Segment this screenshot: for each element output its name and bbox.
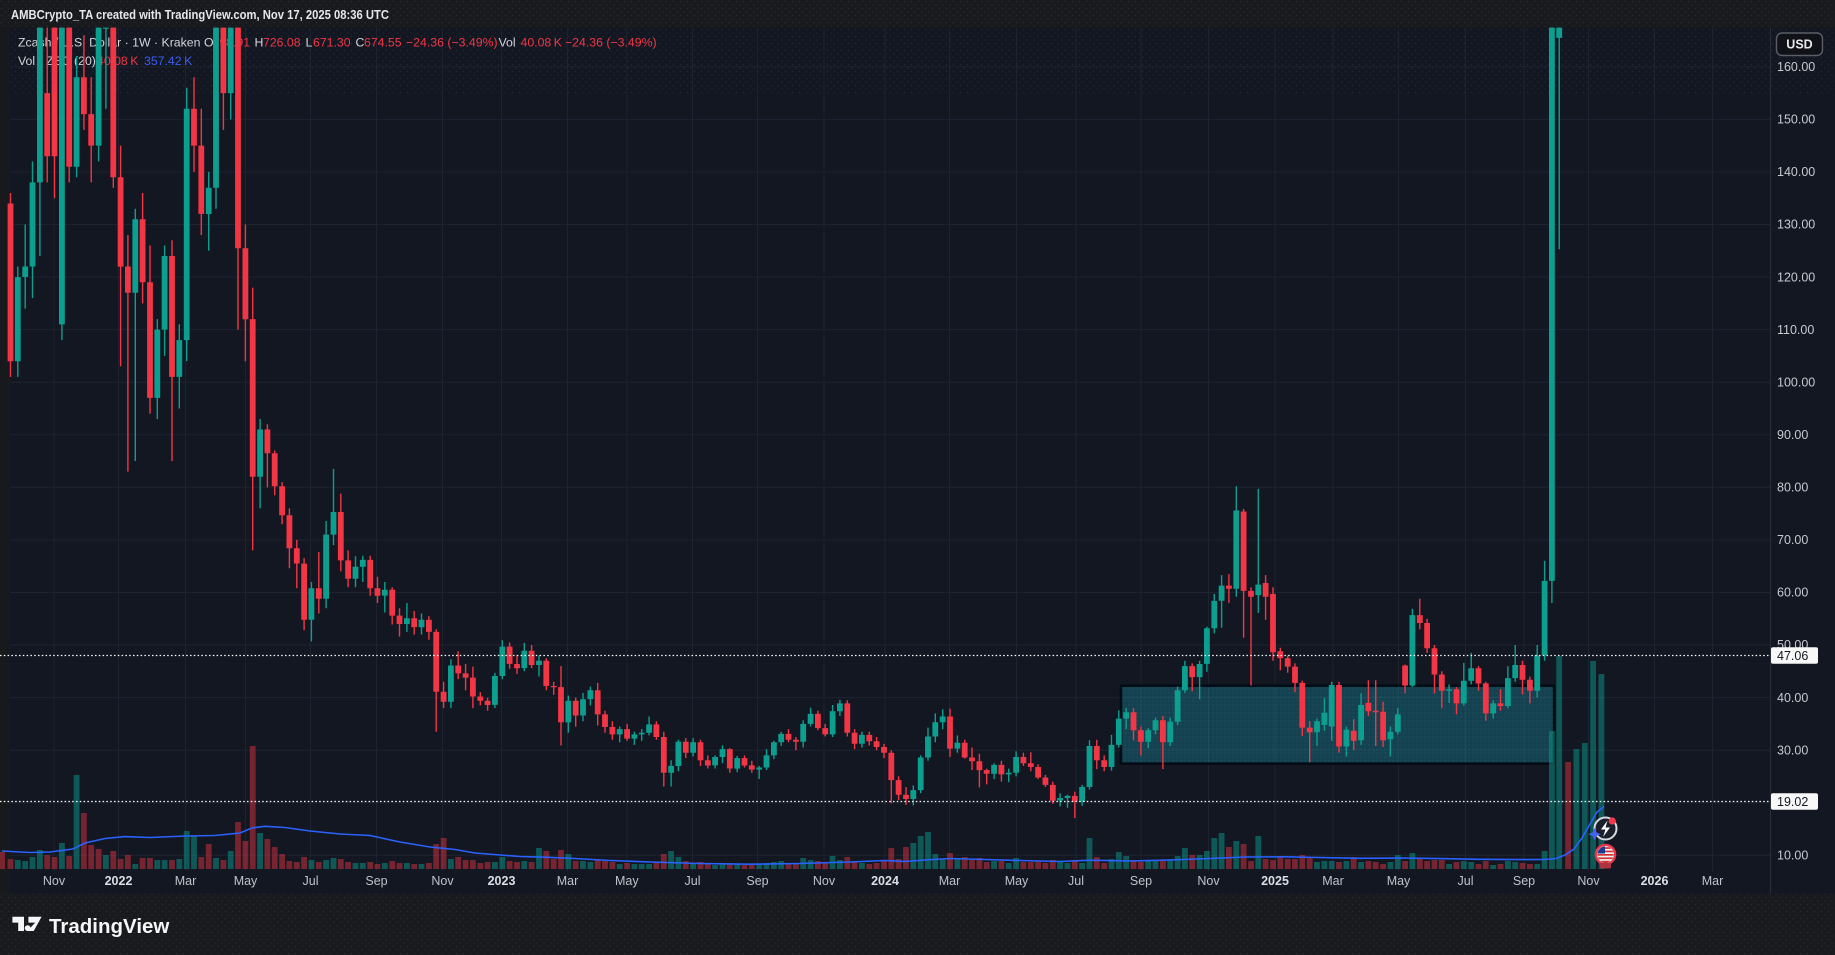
- svg-text:726.08: 726.08: [263, 36, 301, 50]
- svg-text:2024: 2024: [871, 874, 899, 888]
- svg-text:40.08 K: 40.08 K: [521, 36, 563, 50]
- svg-text:Nov: Nov: [1577, 874, 1600, 888]
- svg-text:40.08 K: 40.08 K: [97, 54, 139, 68]
- svg-text:Zcash / U.S. Dollar · 1W · Kra: Zcash / U.S. Dollar · 1W · Kraken: [18, 36, 201, 50]
- svg-text:Nov: Nov: [43, 874, 66, 888]
- svg-text:110.00: 110.00: [1777, 323, 1814, 337]
- svg-text:2025: 2025: [1261, 874, 1289, 888]
- svg-text:2026: 2026: [1641, 874, 1669, 888]
- svg-text:2023: 2023: [488, 874, 516, 888]
- svg-text:−24.36 (−3.49%): −24.36 (−3.49%): [406, 36, 498, 50]
- svg-text:Jul: Jul: [1458, 874, 1474, 888]
- svg-text:2022: 2022: [105, 874, 133, 888]
- svg-text:Mar: Mar: [939, 874, 961, 888]
- svg-text:150.00: 150.00: [1777, 113, 1815, 127]
- svg-text:Sep: Sep: [1130, 874, 1152, 888]
- svg-text:130.00: 130.00: [1777, 218, 1815, 232]
- svg-text:140.00: 140.00: [1777, 165, 1815, 179]
- svg-text:60.00: 60.00: [1777, 586, 1808, 600]
- svg-text:Mar: Mar: [557, 874, 579, 888]
- svg-text:AMBCrypto_TA created with Trad: AMBCrypto_TA created with TradingView.co…: [11, 7, 390, 22]
- svg-text:Sep: Sep: [746, 874, 768, 888]
- svg-text:USD: USD: [1786, 38, 1812, 52]
- svg-text:47.06: 47.06: [1777, 649, 1808, 663]
- svg-text:Vol: Vol: [499, 36, 516, 50]
- svg-text:Sep: Sep: [365, 874, 387, 888]
- svg-text:357.42 K: 357.42 K: [144, 54, 193, 68]
- svg-text:90.00: 90.00: [1777, 428, 1808, 442]
- svg-text:−24.36 (−3.49%): −24.36 (−3.49%): [565, 36, 657, 50]
- svg-text:H: H: [255, 36, 264, 50]
- svg-text:Nov: Nov: [813, 874, 836, 888]
- svg-text:Mar: Mar: [1702, 874, 1724, 888]
- svg-text:19.02: 19.02: [1777, 795, 1808, 809]
- svg-text:120.00: 120.00: [1777, 270, 1815, 284]
- svg-text:70.00: 70.00: [1777, 533, 1808, 547]
- svg-text:May: May: [234, 874, 258, 888]
- svg-text:May: May: [615, 874, 639, 888]
- svg-text:L: L: [306, 36, 313, 50]
- svg-text:May: May: [1387, 874, 1411, 888]
- svg-text:160.00: 160.00: [1777, 60, 1815, 74]
- svg-text:Mar: Mar: [175, 874, 197, 888]
- svg-text:Mar: Mar: [1322, 874, 1344, 888]
- svg-text:C: C: [356, 36, 365, 50]
- svg-text:O: O: [204, 36, 214, 50]
- svg-text:10.00: 10.00: [1777, 849, 1808, 863]
- svg-text:671.30: 671.30: [313, 36, 351, 50]
- svg-text:Jul: Jul: [685, 874, 701, 888]
- svg-text:674.55: 674.55: [364, 36, 402, 50]
- svg-text:Jul: Jul: [1068, 874, 1084, 888]
- svg-text:Nov: Nov: [431, 874, 454, 888]
- svg-text:100.00: 100.00: [1777, 375, 1815, 389]
- svg-text:80.00: 80.00: [1777, 481, 1808, 495]
- svg-text:TradingView: TradingView: [49, 915, 169, 938]
- svg-text:Sep: Sep: [1513, 874, 1535, 888]
- svg-text:40.00: 40.00: [1777, 691, 1808, 705]
- svg-text:Nov: Nov: [1197, 874, 1220, 888]
- svg-text:Jul: Jul: [303, 874, 319, 888]
- svg-text:May: May: [1005, 874, 1029, 888]
- svg-text:30.00: 30.00: [1777, 743, 1808, 757]
